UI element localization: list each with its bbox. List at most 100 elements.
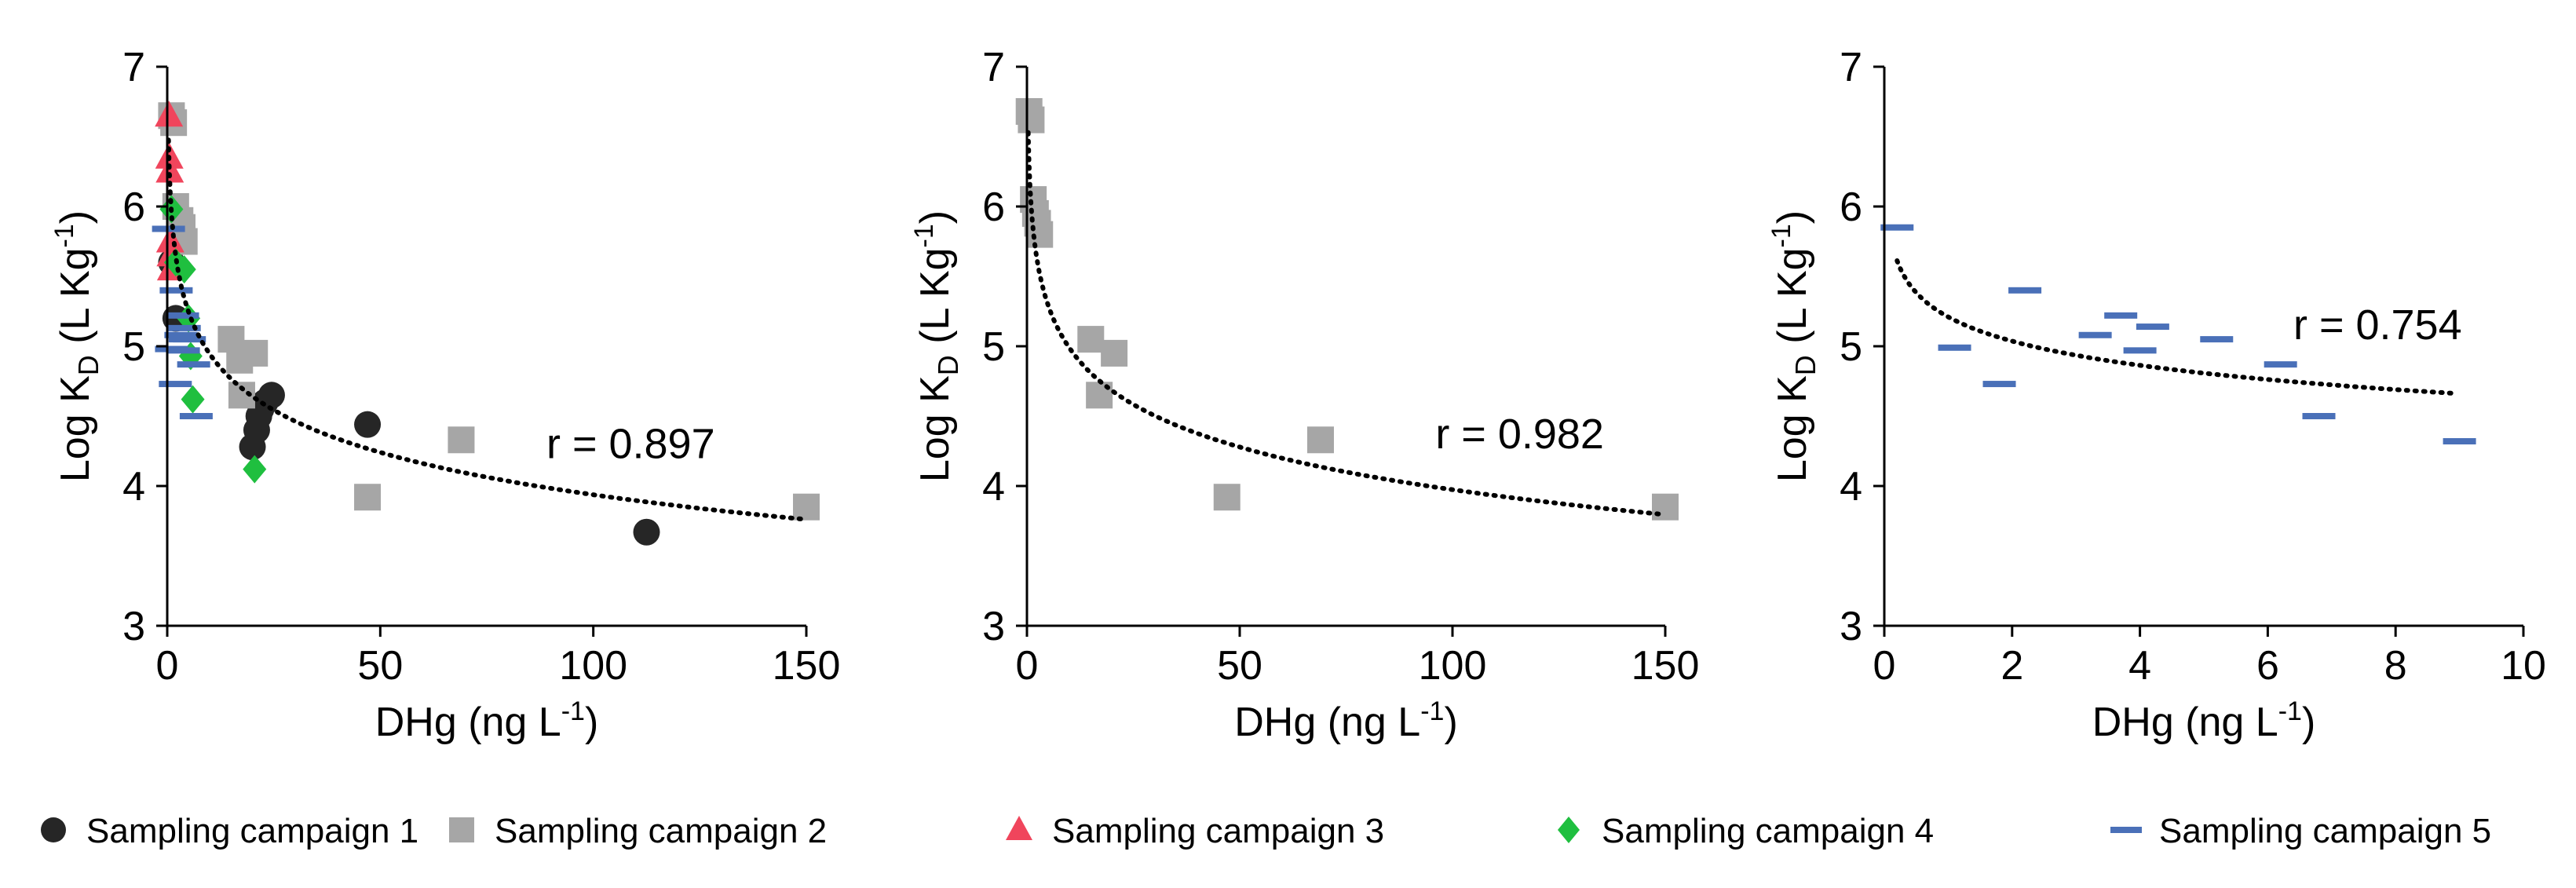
data-point-circle <box>633 518 660 546</box>
data-point-circle <box>354 411 382 438</box>
x-tick-label: 10 <box>2501 643 2546 689</box>
data-point-square <box>1026 221 1054 248</box>
legend-item-campaign-5: Sampling campaign 5 <box>2110 812 2491 850</box>
y-tick-label: 5 <box>1840 324 1862 370</box>
legend-label: Sampling campaign 4 <box>1602 812 1934 850</box>
data-point-square <box>1652 493 1679 521</box>
y-tick-label: 6 <box>1840 185 1862 230</box>
data-point-square <box>448 426 475 454</box>
data-point-square <box>793 493 820 521</box>
data-point-dash <box>167 324 201 331</box>
x-tick-label: 150 <box>1631 643 1700 689</box>
legend-marker-diamond <box>1558 817 1580 843</box>
y-tick-label: 5 <box>122 324 145 370</box>
data-point-diamond <box>181 385 205 414</box>
y-tick-label: 7 <box>122 45 145 90</box>
panel-2-marks <box>1015 97 1679 521</box>
legend-item-campaign-3: Sampling campaign 3 <box>1006 812 1384 850</box>
x-tick-label: 8 <box>2384 643 2407 689</box>
panel-3-axes <box>1873 65 2525 637</box>
x-tick-label: 0 <box>156 643 179 689</box>
legend-label: Sampling campaign 3 <box>1052 812 1384 850</box>
data-point-dash <box>2264 361 2297 368</box>
data-point-dash <box>2443 438 2476 445</box>
data-point-dash <box>166 312 199 319</box>
y-tick-label: 3 <box>1840 604 1862 649</box>
panel-2-axes <box>1016 65 1667 637</box>
x-tick-label: 50 <box>357 643 403 689</box>
panel-1-y-axis-title: Log KD (L Kg-1) <box>49 210 104 482</box>
panel-1-marks <box>152 100 820 546</box>
x-tick-label: 50 <box>1217 643 1262 689</box>
data-point-dash <box>1938 344 1971 351</box>
logarithmic-fit-line <box>1895 258 2456 396</box>
legend-swatch <box>449 817 474 842</box>
data-point-triangle <box>155 100 184 127</box>
legend-label: Sampling campaign 5 <box>2159 812 2491 850</box>
data-point-dash <box>152 225 185 232</box>
panel-1-axes <box>156 65 808 637</box>
data-point-diamond <box>243 455 267 484</box>
legend-item-campaign-2: Sampling campaign 2 <box>449 812 827 850</box>
data-point-dash <box>166 347 200 354</box>
y-tick-label: 5 <box>982 324 1005 370</box>
panel-1-scatter: 0 50 100 150 3 4 5 6 7 r = 0.897 DHg (ng L-1) Lo… <box>49 45 840 745</box>
panel-2-tick-labels: 0 50 100 150 3 4 5 6 7 <box>982 45 1699 689</box>
panel-3-tick-labels: 0 2 4 6 8 10 3 4 5 6 7 <box>1840 45 2546 689</box>
data-point-dash <box>1982 381 2016 388</box>
data-point-dash <box>173 336 206 343</box>
panel-2-scatter: 0 50 100 150 3 4 5 6 7 r = 0.982 DHg (ng L-1) Lo… <box>909 45 1699 745</box>
panel-2-r-annotation: r = 0.982 <box>1435 411 1604 458</box>
x-tick-label: 0 <box>1016 643 1039 689</box>
data-point-dash <box>2104 312 2138 319</box>
data-point-dash <box>2302 413 2336 419</box>
y-tick-label: 3 <box>122 604 145 649</box>
x-tick-label: 150 <box>773 643 841 689</box>
data-point-dash <box>2200 336 2234 343</box>
panel-3-fit-curve <box>1895 258 2456 396</box>
panel-2-x-axis-title: DHg (ng L-1) <box>1234 696 1458 745</box>
legend-marker-triangle <box>1006 816 1032 840</box>
data-point-circle <box>258 382 285 409</box>
panel-3-r-annotation: r = 0.754 <box>2293 301 2462 349</box>
x-tick-label: 6 <box>2256 643 2279 689</box>
legend-swatch <box>41 817 66 842</box>
panel-3-y-axis-title: Log KD (L Kg-1) <box>1767 210 1821 482</box>
data-point-dash <box>164 331 198 338</box>
data-point-dash <box>2136 323 2169 331</box>
panel-3-marks <box>1880 224 2476 445</box>
legend-marker-circle <box>41 817 66 842</box>
y-tick-label: 3 <box>982 604 1005 649</box>
panel-1-x-axis-title: DHg (ng L-1) <box>375 696 599 745</box>
y-tick-label: 6 <box>122 185 145 230</box>
data-point-dash <box>2078 331 2112 338</box>
y-tick-label: 7 <box>1840 45 1862 90</box>
legend-swatch <box>2110 827 2142 833</box>
legend-item-campaign-4: Sampling campaign 4 <box>1558 812 1934 850</box>
legend-swatch <box>1006 816 1032 840</box>
x-tick-label: 0 <box>1873 643 1896 689</box>
x-tick-label: 100 <box>1419 643 1487 689</box>
legend-marker-square <box>449 817 474 842</box>
y-tick-label: 4 <box>1840 464 1862 510</box>
y-tick-label: 4 <box>122 464 145 510</box>
logarithmic-fit-line <box>166 137 805 522</box>
panel-2-fit-curve <box>1025 130 1664 517</box>
data-point-triangle <box>155 226 185 253</box>
y-tick-label: 7 <box>982 45 1005 90</box>
x-tick-label: 4 <box>2128 643 2151 689</box>
data-point-square <box>1018 106 1045 133</box>
panel-3-scatter: 0 2 4 6 8 10 3 4 5 6 7 r = 0.754 DHg (ng L-1) Log … <box>1767 45 2546 745</box>
y-tick-label: 4 <box>982 464 1005 510</box>
panel-3-x-axis-title: DHg (ng L-1) <box>2092 696 2316 745</box>
data-point-dash <box>2008 287 2042 294</box>
x-tick-label: 2 <box>2001 643 2023 689</box>
x-tick-label: 100 <box>559 643 627 689</box>
legend-marker-dash <box>2110 827 2142 833</box>
data-point-dash <box>1880 224 1914 231</box>
panel-1-fit-curve <box>166 137 805 522</box>
data-point-square <box>1077 326 1105 353</box>
logarithmic-fit-line <box>1025 130 1664 517</box>
legend-label: Sampling campaign 1 <box>86 812 418 850</box>
